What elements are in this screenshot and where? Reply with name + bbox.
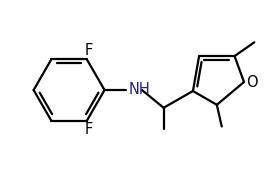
Text: F: F [85, 122, 93, 137]
Text: F: F [85, 43, 93, 58]
Text: O: O [246, 75, 258, 90]
Text: NH: NH [128, 82, 150, 97]
